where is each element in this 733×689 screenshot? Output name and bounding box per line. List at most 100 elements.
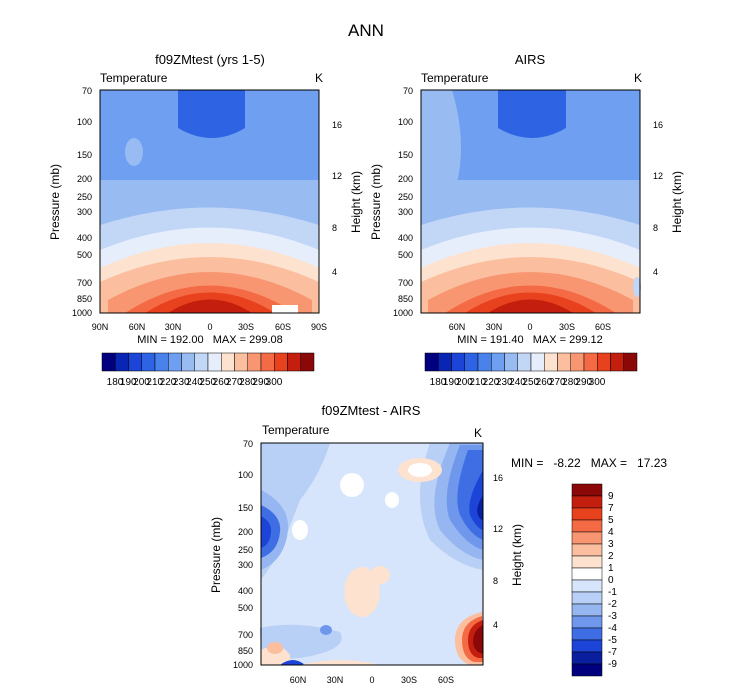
colorbar-swatch xyxy=(517,352,532,372)
colorbar-label: 260 xyxy=(536,377,553,388)
colorbar-swatch xyxy=(571,639,603,653)
colorbar-label: -7 xyxy=(608,647,617,658)
colorbar-swatch xyxy=(491,352,505,372)
colorbar-swatch xyxy=(247,352,262,372)
x-tick-label: 90S xyxy=(311,322,327,332)
panel-model: f09ZMtest (yrs 1-5) Temperature K Pressu… xyxy=(48,52,363,388)
x-tick-label: 60S xyxy=(595,322,611,332)
x-tick-label: 0 xyxy=(527,322,532,332)
colorbar-swatch xyxy=(530,352,545,372)
colorbar xyxy=(424,352,638,372)
colorbar-label: 1 xyxy=(608,563,614,574)
colorbar-swatch xyxy=(141,352,156,372)
band xyxy=(370,566,390,584)
colorbar-label: 0 xyxy=(608,575,614,586)
colorbar-label: 220 xyxy=(483,377,500,388)
y-tick-label: 150 xyxy=(398,150,413,160)
y2-tick-label: 16 xyxy=(332,120,342,130)
colorbar-swatch xyxy=(571,651,603,665)
panel-title: f09ZMtest - AIRS xyxy=(322,403,421,418)
y-axis-label: Pressure (mb) xyxy=(369,164,383,240)
colorbar-label: 9 xyxy=(608,491,614,502)
x-tick-label: 60N xyxy=(129,322,146,332)
y-tick-label: 150 xyxy=(77,150,92,160)
colorbar-swatch xyxy=(571,663,603,677)
colorbar-swatch xyxy=(571,483,603,497)
y2-tick-label: 8 xyxy=(653,223,658,233)
band xyxy=(280,660,305,665)
min-max-label: MIN = 192.00 MAX = 299.08 xyxy=(137,334,283,346)
x-tick-label: 60S xyxy=(438,675,454,685)
band xyxy=(473,625,483,654)
x-tick-label: 30S xyxy=(238,322,254,332)
colorbar-swatch xyxy=(464,352,479,372)
y2-ticks: 16 12 8 4 xyxy=(493,473,503,630)
colorbar-label: 4 xyxy=(608,527,614,538)
x-tick-label: 0 xyxy=(207,322,212,332)
colorbar-label: 3 xyxy=(608,539,614,550)
colorbar-label: 290 xyxy=(575,377,592,388)
colorbar-swatch xyxy=(194,352,209,372)
band xyxy=(292,520,308,540)
panel-difference: f09ZMtest - AIRS Temperature K Pressure … xyxy=(209,403,667,685)
colorbar-label: -9 xyxy=(608,659,617,670)
colorbar-label: 280 xyxy=(562,377,579,388)
panel-title: f09ZMtest (yrs 1-5) xyxy=(155,52,265,67)
y-tick-label: 300 xyxy=(238,560,253,570)
colorbar-label: 180 xyxy=(107,377,124,388)
y-tick-label: 300 xyxy=(398,207,413,217)
left-label: Temperature xyxy=(421,71,489,85)
colorbar-label: 2 xyxy=(608,551,614,562)
band xyxy=(633,277,641,297)
y2-tick-label: 4 xyxy=(332,267,337,277)
band xyxy=(344,567,380,617)
y-axis-label: Pressure (mb) xyxy=(48,164,62,240)
colorbar-swatch xyxy=(154,352,169,372)
colorbar-swatch xyxy=(570,352,585,372)
x-tick-label: 60N xyxy=(449,322,466,332)
y-tick-label: 1000 xyxy=(233,660,253,670)
y2-tick-label: 12 xyxy=(493,524,503,534)
colorbar-label: 250 xyxy=(199,377,216,388)
y-tick-label: 850 xyxy=(77,294,92,304)
colorbar-label: 220 xyxy=(160,377,177,388)
y-tick-label: 200 xyxy=(77,174,92,184)
colorbar-swatch xyxy=(274,352,288,372)
colorbar-swatch xyxy=(610,352,624,372)
units-label: K xyxy=(634,71,642,85)
y2-ticks: 16 12 8 4 xyxy=(332,120,342,277)
colorbar-label: 270 xyxy=(226,377,243,388)
y-tick-label: 400 xyxy=(398,233,413,243)
colorbar-label: -4 xyxy=(608,623,617,634)
x-tick-label: 30S xyxy=(401,675,417,685)
band xyxy=(408,463,432,477)
colorbar-swatch xyxy=(260,352,275,372)
colorbar-swatch xyxy=(168,352,182,372)
y-tick-label: 1000 xyxy=(72,308,92,318)
colorbar-swatch xyxy=(477,352,492,372)
colorbar-label: 300 xyxy=(589,377,606,388)
band xyxy=(178,90,245,138)
x-ticks: 90N 60N 30N 0 30S 60S 90S xyxy=(92,322,327,332)
band xyxy=(300,660,380,665)
y-tick-label: 200 xyxy=(238,527,253,537)
colorbar-label: 200 xyxy=(456,377,473,388)
plot-frame xyxy=(420,89,641,314)
band xyxy=(477,495,483,520)
colorbar-swatch xyxy=(571,531,603,545)
y-tick-label: 400 xyxy=(77,233,92,243)
colorbar-label: -3 xyxy=(608,611,617,622)
colorbar-label: 180 xyxy=(430,377,447,388)
colorbar-labels: 180 190 200 210 220 230 240 250 260 270 … xyxy=(430,377,606,388)
x-tick-label: 30N xyxy=(486,322,503,332)
colorbar-swatch xyxy=(583,352,598,372)
colorbar-label: -1 xyxy=(608,587,617,598)
colorbar-swatch xyxy=(181,352,195,372)
colorbar-swatch xyxy=(571,591,603,605)
band xyxy=(385,492,399,508)
colorbar-swatch xyxy=(597,352,611,372)
y-tick-label: 500 xyxy=(398,250,413,260)
y-ticks: 70 100 150 200 250 300 400 500 700 850 1… xyxy=(393,86,413,318)
colorbar-swatch xyxy=(101,352,116,372)
